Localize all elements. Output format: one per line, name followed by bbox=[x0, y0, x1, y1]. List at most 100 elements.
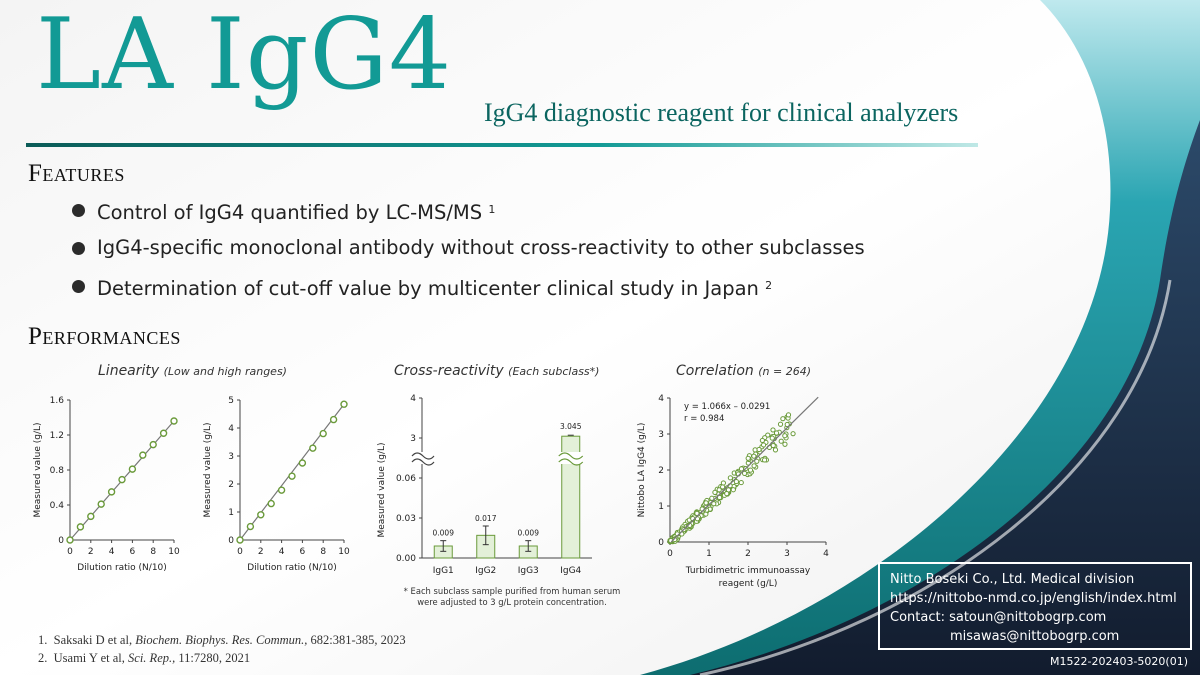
x-tick-label: 6 bbox=[300, 547, 306, 557]
data-point bbox=[149, 440, 157, 449]
data-point bbox=[712, 489, 718, 495]
data-point bbox=[319, 429, 327, 438]
data-point bbox=[733, 478, 739, 485]
data-point bbox=[759, 437, 765, 444]
y-tick-label: 1.2 bbox=[50, 431, 64, 441]
data-point bbox=[159, 429, 168, 437]
data-point bbox=[87, 512, 95, 521]
y-axis-label: Measured value (g/L) bbox=[377, 442, 387, 537]
data-point bbox=[66, 536, 74, 544]
data-point bbox=[288, 472, 296, 480]
x-tick-label: 0 bbox=[67, 547, 73, 557]
feature-item: Determination of cut-off value by multic… bbox=[72, 272, 865, 310]
data-point bbox=[738, 479, 744, 486]
data-point bbox=[790, 431, 796, 437]
data-label: 0.009 bbox=[433, 529, 455, 538]
axis-break-mark bbox=[411, 452, 435, 460]
x-tick-label: 1 bbox=[706, 549, 712, 559]
data-point bbox=[309, 444, 317, 452]
contact-email-1[interactable]: Contact: satoun@nittobogrp.com bbox=[890, 610, 1107, 625]
data-label: 3.045 bbox=[560, 422, 582, 431]
x-tick-label: IgG3 bbox=[518, 566, 539, 576]
contact-email-2[interactable]: misawas@nittobogrp.com bbox=[950, 629, 1120, 644]
cross-reactivity-chart: 0.00 0.03 0.06 3 4 0.009 IgG1 0.017 IgG2 0.009 IgG… bbox=[377, 394, 592, 576]
x-tick-label: 10 bbox=[338, 547, 350, 557]
data-point bbox=[751, 453, 757, 459]
regression-equation: y = 1.066x – 0.0291 bbox=[684, 402, 770, 412]
cross-reactivity-title: Cross-reactivity (Each subclass*) bbox=[394, 363, 600, 379]
y-tick-label: 2 bbox=[658, 466, 664, 476]
cross-reactivity-footnote: * Each subclass sample purified from hum… bbox=[403, 586, 621, 607]
y-tick-label: 0.8 bbox=[50, 466, 65, 476]
features-list: Control of IgG4 quantified by LC-MS/MS 1… bbox=[72, 196, 865, 310]
bar-break-mask bbox=[558, 452, 583, 464]
y-tick-label: 0 bbox=[58, 536, 64, 546]
data-point bbox=[782, 441, 788, 447]
data-point bbox=[118, 475, 126, 484]
x-tick-label: 4 bbox=[279, 547, 285, 557]
y-axis-label: Nittobo LA IgG4 (g/L) bbox=[637, 423, 647, 518]
regression-line bbox=[670, 396, 819, 543]
data-point bbox=[277, 486, 286, 494]
data-point bbox=[761, 457, 768, 463]
data-point bbox=[720, 484, 726, 490]
y-tick-label: 4 bbox=[228, 424, 234, 434]
website-link[interactable]: https://nittobo-nmd.co.jp/english/index.… bbox=[890, 591, 1177, 606]
x-tick-label: 0 bbox=[237, 547, 243, 557]
x-tick-label: 2 bbox=[258, 547, 264, 557]
x-axis-label: Dilution ratio (N/10) bbox=[247, 563, 337, 573]
data-point bbox=[745, 455, 751, 461]
y-tick-label: 1 bbox=[228, 508, 234, 518]
data-point bbox=[716, 494, 723, 501]
navy-swoosh bbox=[690, 120, 1200, 675]
data-label: 0.017 bbox=[475, 514, 497, 523]
page-subtitle: IgG4 diagnostic reagent for clinical ana… bbox=[484, 98, 959, 127]
data-point bbox=[724, 491, 730, 497]
x-tick-label: 0 bbox=[667, 549, 673, 559]
x-tick-label: 8 bbox=[150, 547, 156, 557]
data-point bbox=[747, 467, 754, 473]
reference-item: 1. Saksaki D et al, Biochem. Biophys. Re… bbox=[38, 633, 406, 647]
data-point bbox=[730, 487, 736, 493]
bullet-icon bbox=[72, 204, 85, 217]
y-tick-label: 0.00 bbox=[396, 554, 416, 564]
bar-break-mark bbox=[558, 458, 584, 466]
contact-box: Nitto Boseki Co., Ltd. Medical division … bbox=[878, 562, 1192, 650]
data-point bbox=[770, 427, 776, 433]
x-tick-label: 2 bbox=[88, 547, 94, 557]
x-tick-label: 4 bbox=[823, 549, 829, 559]
x-tick-label: IgG1 bbox=[433, 566, 454, 576]
correlation-title: Correlation (n = 264) bbox=[676, 363, 811, 379]
data-point bbox=[97, 500, 105, 508]
x-tick-label: 8 bbox=[320, 547, 326, 557]
data-point bbox=[785, 412, 792, 418]
y-tick-label: 1 bbox=[658, 502, 664, 512]
y-tick-label: 0 bbox=[658, 538, 664, 548]
document-code: M1522-202403-5020(01) bbox=[1050, 655, 1188, 668]
performances-heading: PERFORMANCES bbox=[28, 323, 181, 350]
data-point bbox=[298, 459, 307, 467]
x-tick-label: 6 bbox=[130, 547, 136, 557]
data-point bbox=[246, 522, 255, 531]
y-tick-label: 0.4 bbox=[50, 501, 65, 511]
y-tick-label: 5 bbox=[228, 396, 234, 406]
y-tick-label: 2 bbox=[228, 480, 234, 490]
x-tick-label: 2 bbox=[745, 549, 751, 559]
data-point bbox=[694, 510, 700, 516]
bullet-icon bbox=[72, 280, 85, 293]
feature-item: Control of IgG4 quantified by LC-MS/MS 1 bbox=[72, 196, 865, 234]
data-point bbox=[741, 470, 748, 476]
axis-break-mark bbox=[411, 458, 435, 466]
data-point bbox=[778, 438, 784, 444]
page-title: LA IgG4 bbox=[36, 0, 453, 112]
data-point bbox=[760, 442, 767, 448]
data-point bbox=[340, 400, 348, 408]
axis-break-mask bbox=[412, 452, 434, 464]
y-tick-label: 0.03 bbox=[396, 514, 416, 524]
y-tick-label: 3 bbox=[410, 434, 416, 444]
data-point bbox=[780, 416, 786, 422]
x-axis-label: Dilution ratio (N/10) bbox=[77, 563, 167, 573]
data-point bbox=[107, 488, 116, 496]
